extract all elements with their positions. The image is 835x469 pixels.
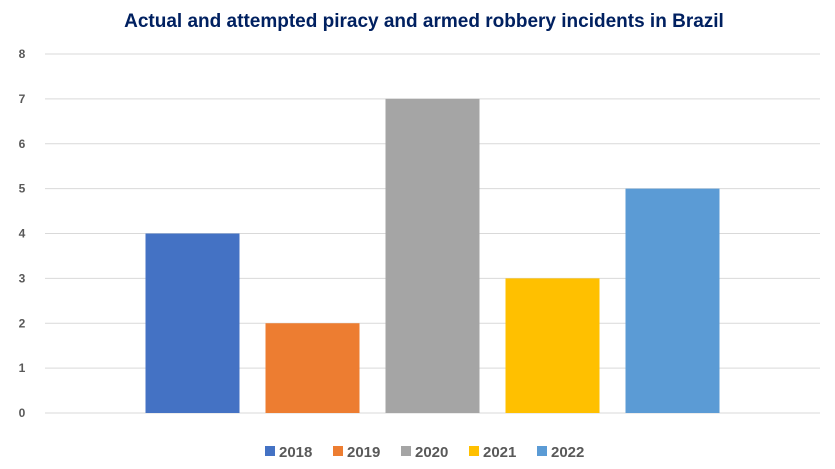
y-tick-label: 2 bbox=[19, 316, 26, 330]
y-tick-label: 1 bbox=[19, 361, 26, 375]
y-tick-label: 8 bbox=[19, 47, 26, 61]
legend-swatch-2019 bbox=[333, 446, 343, 456]
y-tick-label: 5 bbox=[19, 182, 26, 196]
legend-swatch-2018 bbox=[265, 446, 275, 456]
bar-2021 bbox=[505, 278, 600, 413]
y-tick-label: 0 bbox=[19, 406, 26, 420]
bars bbox=[145, 98, 720, 413]
bar-2020 bbox=[385, 98, 480, 413]
legend-label: 2020 bbox=[415, 444, 448, 461]
legend-swatch-2022 bbox=[537, 446, 547, 456]
chart-title: Actual and attempted piracy and armed ro… bbox=[124, 11, 724, 32]
bar-2022 bbox=[625, 188, 720, 413]
legend-label: 2022 bbox=[551, 444, 584, 461]
legend-swatch-2020 bbox=[401, 446, 411, 456]
legend-label: 2021 bbox=[483, 444, 516, 461]
y-tick-label: 6 bbox=[19, 137, 26, 151]
legend-label: 2019 bbox=[347, 444, 380, 461]
y-tick-label: 3 bbox=[19, 271, 26, 285]
y-tick-label: 4 bbox=[19, 227, 26, 241]
legend: 2018 2019 2020 2021 2022 bbox=[265, 444, 584, 461]
y-tick-label: 7 bbox=[19, 92, 26, 106]
y-axis-ticks: 0 1 2 3 4 5 6 7 8 bbox=[19, 47, 26, 420]
legend-swatch-2021 bbox=[469, 446, 479, 456]
bar-2019 bbox=[265, 323, 360, 413]
legend-label: 2018 bbox=[279, 444, 312, 461]
bar-2018 bbox=[145, 233, 240, 413]
